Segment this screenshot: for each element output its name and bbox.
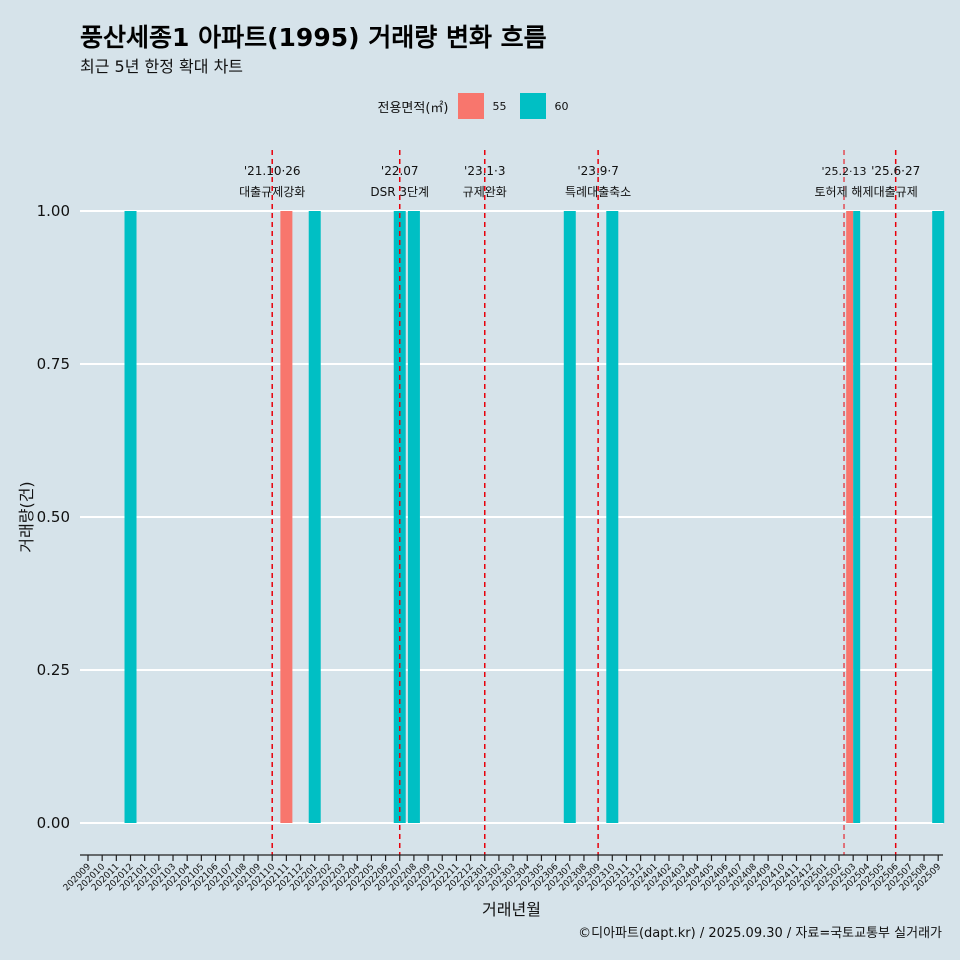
event-date-label: '21.10·26 bbox=[244, 164, 301, 178]
event-text-label: 특례대출축소 bbox=[565, 185, 631, 199]
legend-label-60: 60 bbox=[554, 99, 569, 113]
event-text-label: DSR 3단계 bbox=[370, 185, 429, 199]
bar-55-202111 bbox=[280, 211, 293, 823]
legend-title: 전용면적(㎡) bbox=[377, 100, 449, 116]
legend-swatch-60 bbox=[520, 93, 547, 119]
bar-55-202503 bbox=[846, 211, 854, 823]
legend: 전용면적(㎡) 55 60 bbox=[0, 93, 960, 119]
legend-key-60: 60 bbox=[520, 93, 574, 119]
event-date-label: '23.9·7 bbox=[577, 164, 618, 178]
bar-60-202503 bbox=[853, 211, 861, 823]
bar-60-202509 bbox=[932, 211, 945, 823]
event-text-label: 토허제 해제 bbox=[815, 185, 874, 199]
event-date-label: '23.1·3 bbox=[464, 164, 505, 178]
y-tick-label: 0.00 bbox=[37, 814, 70, 832]
bar-60-202310 bbox=[606, 211, 619, 823]
source-caption: ©디아파트(dapt.kr) / 2025.09.30 / 자료=국토교통부 실… bbox=[578, 926, 942, 941]
bar-60-202207 bbox=[393, 211, 406, 823]
y-axis-title: 거래량(건) bbox=[17, 481, 36, 552]
chart-subtitle: 최근 5년 한정 확대 차트 bbox=[80, 57, 244, 76]
bar-60-202307 bbox=[563, 211, 576, 823]
y-tick-label: 1.00 bbox=[37, 202, 70, 220]
y-tick-label: 0.50 bbox=[37, 508, 70, 526]
y-tick-label: 0.75 bbox=[37, 355, 70, 373]
legend-swatch-55 bbox=[458, 93, 485, 119]
bar-60-202208 bbox=[407, 211, 420, 823]
bar-60-202201 bbox=[308, 211, 321, 823]
x-axis-title: 거래년월 bbox=[482, 900, 541, 919]
y-tick-label: 0.25 bbox=[37, 661, 70, 679]
legend-key-55: 55 bbox=[458, 93, 512, 119]
event-text-label: 대출규제 bbox=[874, 185, 918, 199]
legend-label-55: 55 bbox=[492, 99, 507, 113]
event-date-label: '22.07 bbox=[381, 164, 419, 178]
bar-60-202012 bbox=[124, 211, 137, 823]
event-date-label: '25.6·27 bbox=[871, 164, 920, 178]
event-date-label: '25.2·13 bbox=[822, 165, 867, 178]
chart-title: 풍산세종1 아파트(1995) 거래량 변화 흐름 bbox=[80, 23, 547, 52]
event-text-label: 대출규제강화 bbox=[239, 185, 305, 199]
event-text-label: 규제완화 bbox=[463, 185, 507, 199]
